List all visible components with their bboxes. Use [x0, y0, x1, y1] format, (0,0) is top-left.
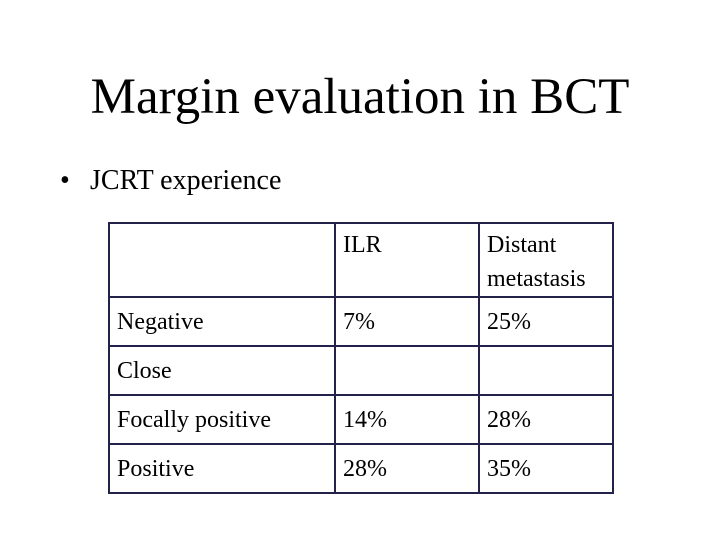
table-cell: [334, 345, 480, 396]
table-cell: 14%: [334, 394, 480, 445]
table-row: Positive 28% 35%: [108, 443, 614, 494]
table-row: Close: [108, 345, 614, 396]
bullet-symbol: •: [60, 165, 70, 196]
table-row: Focally positive 14% 28%: [108, 394, 614, 445]
table-cell: Focally positive: [108, 394, 336, 445]
bullet-text: JCRT experience: [90, 165, 282, 196]
table-cell: Distant metastasis: [478, 222, 614, 298]
table-cell: 28%: [334, 443, 480, 494]
table-cell: 7%: [334, 296, 480, 347]
table-cell: ILR: [334, 222, 480, 298]
table-cell: [108, 222, 336, 298]
table-cell: 35%: [478, 443, 614, 494]
table-row: Negative 7% 25%: [108, 296, 614, 347]
results-table: ILR Distant metastasis Negative 7% 25% Close F…: [108, 222, 614, 494]
table-header-row: ILR Distant metastasis: [108, 222, 614, 298]
table-cell: [478, 345, 614, 396]
table-cell: 25%: [478, 296, 614, 347]
table-cell: 28%: [478, 394, 614, 445]
slide-title: Margin evaluation in BCT: [90, 69, 630, 125]
table-cell: Negative: [108, 296, 336, 347]
table-cell: Close: [108, 345, 336, 396]
table-cell: Positive: [108, 443, 336, 494]
bullet-item: • JCRT experience: [60, 164, 281, 198]
